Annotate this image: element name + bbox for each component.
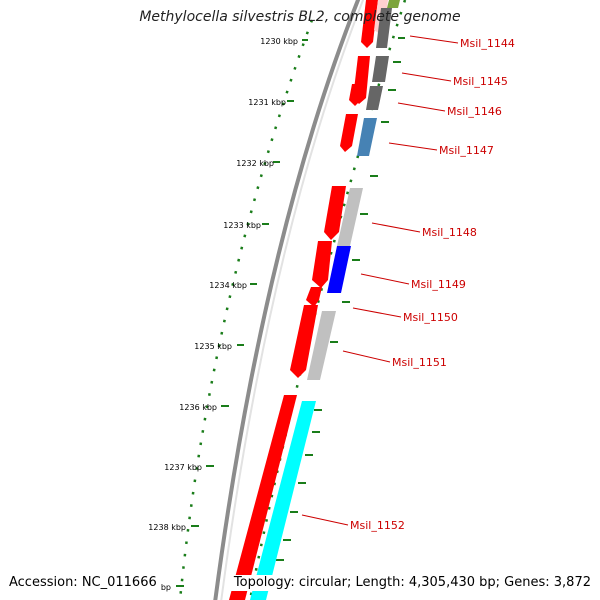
gene-arrow-msil-1148[interactable] [324, 186, 346, 240]
gene-label[interactable]: Msil_1144 [460, 37, 515, 50]
kbp-tick-label: 1234 kbp [209, 281, 247, 290]
feature-block-light-gray[interactable] [307, 311, 336, 380]
feature-block-dark-gray[interactable] [376, 8, 392, 48]
gene-label[interactable]: Msil_1152 [350, 519, 405, 532]
gene-labels: Msil_1144 Msil_1145 Msil_1146 Msil_1147 … [350, 37, 515, 532]
kbp-tick-label: 1235 kbp [194, 342, 232, 351]
kbp-tick-label: 1236 kbp [179, 403, 217, 412]
gene-arrow-msil-1146[interactable] [349, 84, 364, 106]
kbp-tick-label: 1231 kbp [248, 98, 286, 107]
kbp-tick-label: 1230 kbp [260, 37, 298, 46]
kbp-tick-label: 1233 kbp [223, 221, 261, 230]
gene-arrow-msil-1147[interactable] [340, 114, 358, 152]
kbp-tick-label: 1232 kbp [236, 159, 274, 168]
gene-label[interactable]: Msil_1150 [403, 311, 458, 324]
feature-block-cyan[interactable] [250, 401, 316, 600]
gene-arrow-msil-1150[interactable] [306, 287, 322, 307]
gene-arrow-msil-1152[interactable] [229, 395, 297, 600]
gene-arrow-msil-1151[interactable] [290, 305, 318, 378]
gene-arrow-msil-1144[interactable] [361, 0, 378, 48]
genome-backbone-shadow [220, 0, 365, 600]
gene-arrow-msil-1149[interactable] [312, 241, 332, 288]
feature-block-dark-gray[interactable] [366, 86, 383, 110]
kbp-tick-label: 1238 kbp [148, 523, 186, 532]
topology-text: Topology: circular; Length: 4,305,430 bp… [229, 575, 591, 591]
map-title: Methylocella silvestris BL2, complete ge… [139, 9, 461, 25]
genome-backbone [213, 0, 361, 600]
outer-ring-dashes [276, 37, 405, 561]
kbp-tick-label: 1237 kbp [164, 463, 202, 472]
forward-strand [229, 0, 378, 600]
feature-block-blue[interactable] [327, 246, 351, 293]
gene-label[interactable]: Msil_1149 [411, 278, 466, 291]
outer-dotted-ring [248, 0, 407, 600]
kbp-scale: 1230 kbp 1231 kbp 1232 kbp 1233 kbp 1234… [133, 37, 308, 592]
second-track [250, 0, 400, 600]
feature-block-light-gray[interactable] [337, 188, 363, 246]
feature-block-dark-gray[interactable] [372, 56, 389, 82]
gene-label[interactable]: Msil_1145 [453, 75, 508, 88]
label-leader-lines [301, 35, 459, 526]
gene-label[interactable]: Msil_1148 [422, 226, 477, 239]
gene-label[interactable]: Msil_1147 [439, 144, 494, 157]
feature-block-steel-blue[interactable] [357, 118, 377, 156]
gene-label[interactable]: Msil_1146 [447, 105, 502, 118]
gene-label[interactable]: Msil_1151 [392, 356, 447, 369]
feature-block-olive[interactable] [387, 0, 400, 8]
accession-text: Accession: NC_011666 [9, 575, 161, 591]
